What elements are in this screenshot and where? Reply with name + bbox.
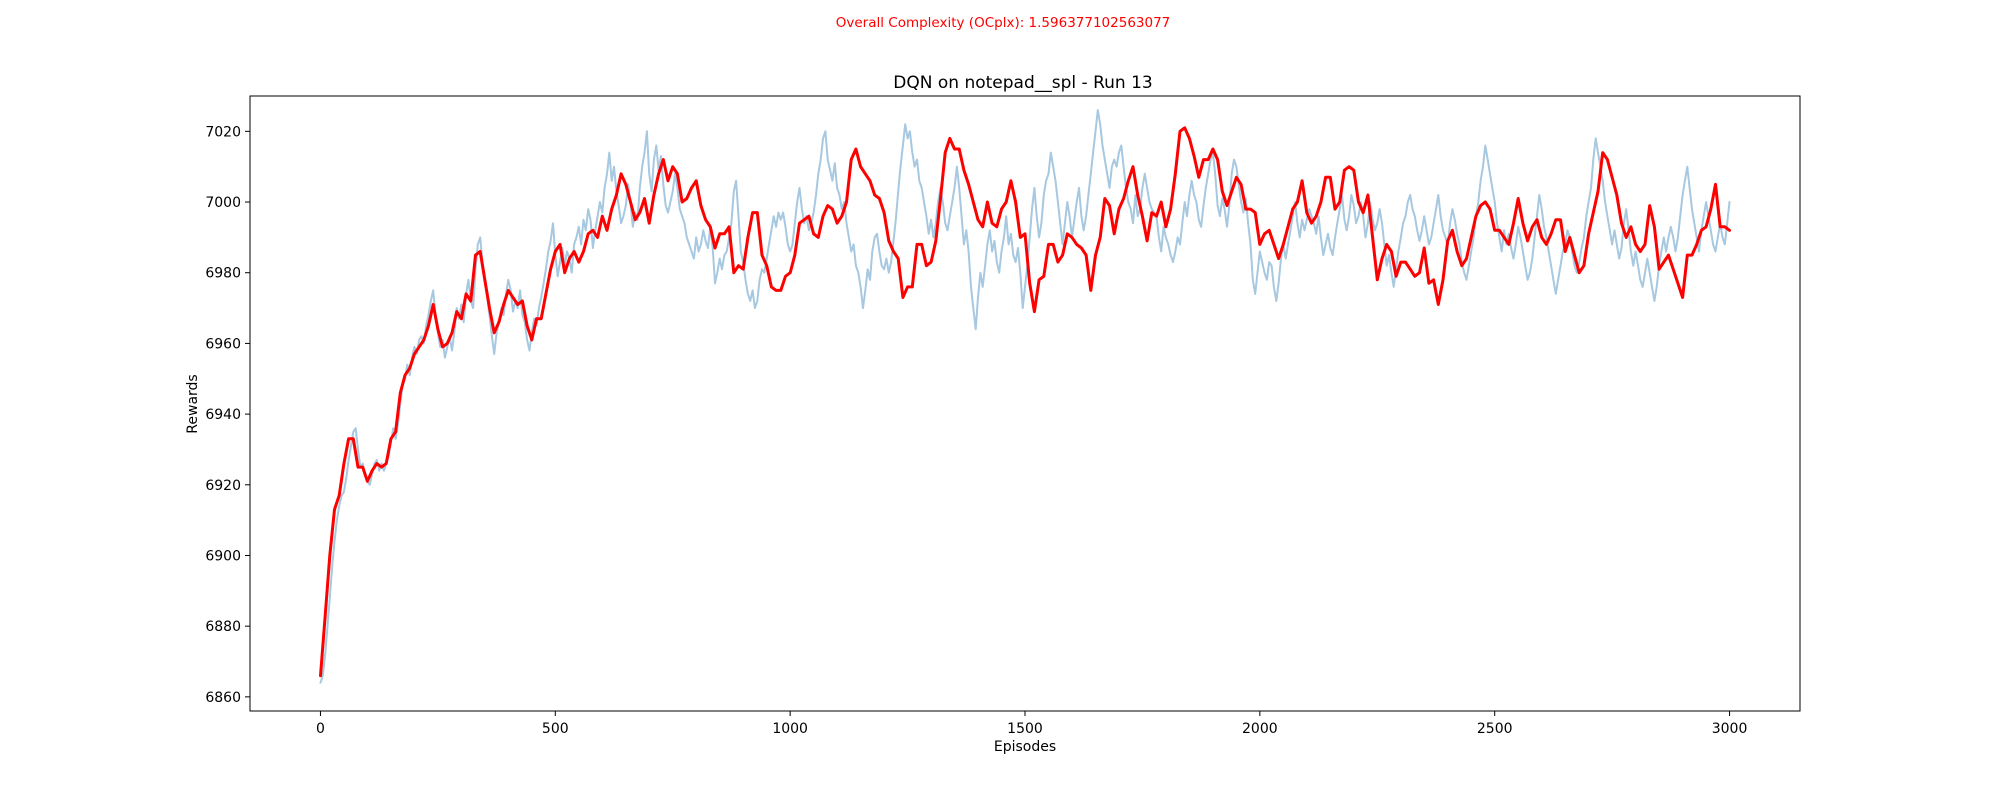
x-tick-label: 1000	[772, 721, 808, 737]
chart-title: DQN on notepad__spl - Run 13	[893, 73, 1152, 93]
x-axis-label: Episodes	[994, 739, 1056, 755]
x-tick-label: 2500	[1477, 721, 1513, 737]
y-tick-label: 6980	[205, 266, 241, 282]
y-tick-label: 6940	[205, 407, 241, 423]
y-axis-label: Rewards	[185, 374, 201, 433]
raw-rewards-line	[319, 109, 1731, 684]
x-tick-label: 1500	[1007, 721, 1043, 737]
y-tick-label: 6900	[205, 548, 241, 564]
y-tick-label: 7000	[205, 195, 241, 211]
y-tick-label: 6860	[205, 690, 241, 706]
plot-frame	[249, 95, 1801, 712]
chart-suptitle: Overall Complexity (OCplx): 1.5963771025…	[836, 15, 1171, 31]
y-axis: 6860 6880 6900 6920 6940 6960 6980 7000 7020	[205, 124, 250, 706]
y-tick-label: 7020	[205, 124, 241, 140]
x-tick-label: 2000	[1242, 721, 1278, 737]
y-tick-label: 6960	[205, 336, 241, 352]
x-tick-label: 500	[542, 721, 569, 737]
x-axis: 0 500 1000 1500 2000 2500 3000	[316, 711, 1747, 737]
x-tick-label: 0	[316, 721, 325, 737]
plot-area	[249, 95, 1801, 712]
y-tick-label: 6920	[205, 478, 241, 494]
raw-rewards-series	[319, 109, 1731, 684]
smoothed-rewards-line	[319, 126, 1731, 678]
y-tick-label: 6880	[205, 619, 241, 635]
smoothed-rewards-series	[319, 126, 1731, 678]
x-tick-label: 3000	[1712, 721, 1748, 737]
